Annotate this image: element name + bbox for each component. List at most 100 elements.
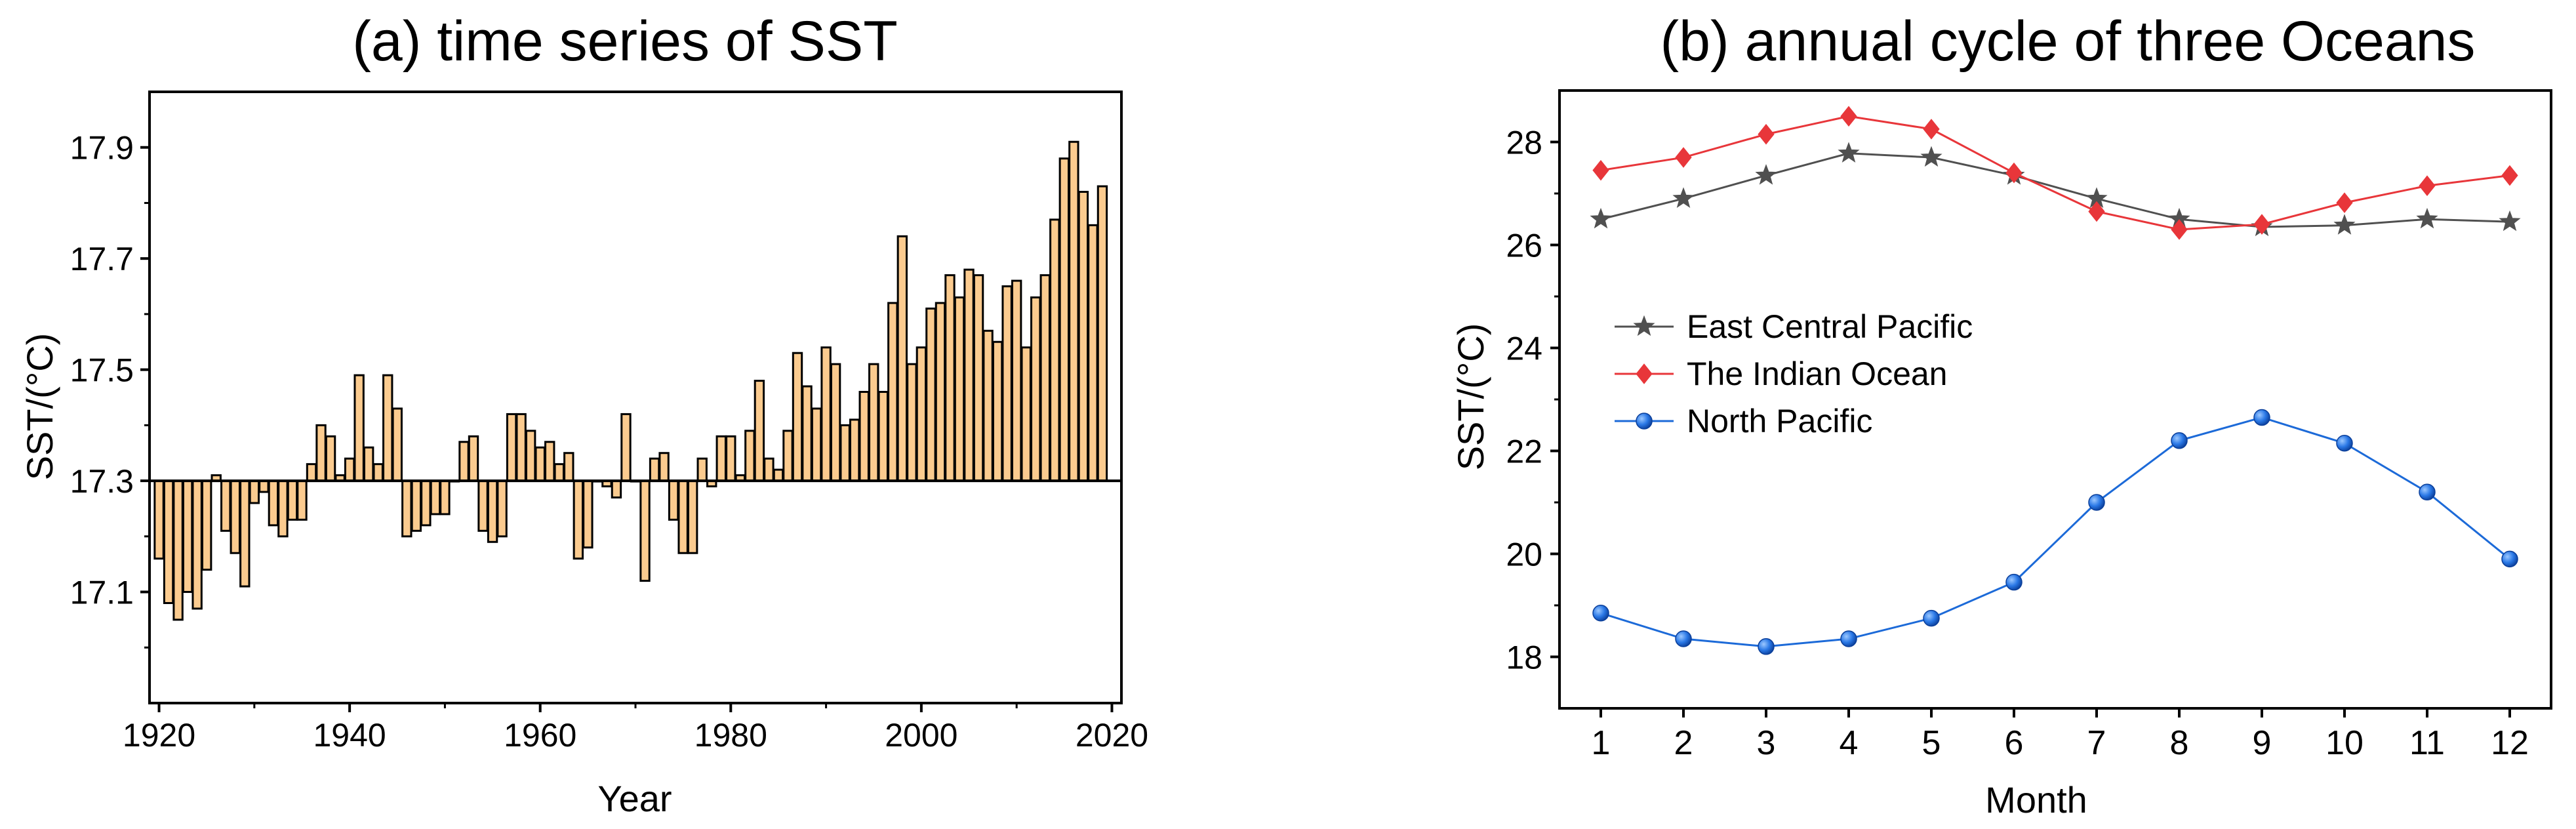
bar-1988 [801,385,813,482]
bar-1949 [430,479,441,516]
point-north-pacific-4 [1840,630,1857,647]
bar-1937 [315,424,327,482]
bar-2013 [1039,274,1051,482]
point-north-pacific-1 [1592,605,1609,622]
bar-1931 [258,479,270,493]
point-the-indian-ocean-12 [2501,165,2518,186]
y-tick-label-22: 22 [1506,434,1542,470]
chart-b-x-axis-label: Month [1985,779,2087,820]
y-tick-label-17.3: 17.3 [70,463,134,500]
point-the-indian-ocean-1 [1592,159,1609,181]
point-north-pacific-7 [2088,494,2105,511]
bar-1934 [287,479,298,521]
point-north-pacific-8 [2171,432,2188,449]
chart-a-x-axis-label: Year [597,778,672,819]
bar-1983 [754,380,765,482]
x-tick-label-9: 9 [2253,724,2272,762]
point-the-indian-ocean-2 [1675,147,1692,168]
bar-1991 [830,363,841,482]
bar-1960 [534,446,546,482]
bar-1964 [573,479,584,560]
chart-b-series [1590,106,2521,655]
x-tick-label-5: 5 [1922,724,1941,762]
bar-2003 [944,274,956,482]
x-tick-label-1: 1 [1592,724,1611,762]
bar-2016 [1068,140,1079,482]
bar-2008 [992,340,1003,482]
x-tick-label-12: 12 [2491,724,2529,762]
bar-1971 [639,479,651,582]
legend-label-north-pacific: North Pacific [1687,403,1872,439]
x-tick-label-7: 7 [2087,724,2106,762]
bar-1930 [249,479,260,504]
bar-2019 [1097,185,1108,482]
bar-1938 [325,435,336,482]
bar-1974 [668,479,679,521]
x-tick-label-8: 8 [2170,724,2189,762]
y-tick-label-17.1: 17.1 [70,575,134,611]
point-east-central-pacific-2 [1672,187,1695,208]
chart-b-y-axis: 18 20 22 24 26 28 [1506,125,1560,676]
bar-1990 [820,346,832,482]
bar-1936 [306,463,317,482]
bar-1995 [868,363,879,482]
point-north-pacific-2 [1675,630,1692,647]
chart-b-x-axis: 1 2 3 4 5 6 7 8 9 10 11 12 [1592,708,2529,762]
y-tick-label-17.7: 17.7 [70,241,134,277]
legend-marker-the-indian-ocean [1636,363,1653,384]
bar-1952 [458,441,470,482]
bar-2005 [963,268,975,482]
chart-b-title: (b) annual cycle of three Oceans [1660,10,2476,73]
bar-1992 [839,424,851,482]
bar-2001 [925,307,936,482]
bar-1925 [201,479,212,571]
point-north-pacific-3 [1758,638,1775,655]
bar-1993 [849,418,860,482]
point-north-pacific-5 [1923,609,1940,627]
bar-2014 [1049,218,1060,482]
y-tick-label-18: 18 [1506,639,1542,676]
y-tick-label-20: 20 [1506,536,1542,573]
bar-1929 [239,479,251,588]
bar-1955 [487,479,498,543]
bar-1998 [896,235,908,482]
point-the-indian-ocean-3 [1758,123,1775,145]
y-tick-label-17.5: 17.5 [70,352,134,389]
series-line-the-indian-ocean [1600,115,2510,231]
bar-1989 [811,407,822,482]
x-tick-label-2: 2 [1674,724,1693,762]
bar-1965 [582,479,594,549]
series-line-east-central-pacific [1600,152,2510,228]
bar-1962 [553,463,565,482]
bar-1922 [172,479,184,621]
bar-1954 [477,479,489,532]
bar-1980 [725,435,736,482]
point-north-pacific-12 [2501,550,2518,568]
bar-1969 [620,413,632,482]
bar-1946 [401,479,413,538]
x-tick-label-1980: 1980 [694,717,767,754]
y-tick-label-26: 26 [1506,228,1542,264]
bar-1921 [163,479,174,604]
legend-marker-north-pacific [1636,413,1653,430]
point-the-indian-ocean-4 [1840,106,1857,127]
bar-1982 [744,430,755,482]
bar-2012 [1030,296,1041,482]
series-line-north-pacific [1600,416,2510,648]
point-east-central-pacific-11 [2416,207,2438,229]
point-the-indian-ocean-5 [1923,119,1940,140]
point-north-pacific-9 [2253,409,2270,426]
chart-b-plot-frame [1558,89,2552,710]
point-east-central-pacific-4 [1838,142,1860,163]
legend-label-the-indian-ocean: The Indian Ocean [1687,355,1948,392]
bar-1950 [439,479,451,516]
x-tick-label-3: 3 [1757,724,1776,762]
bar-2009 [1001,285,1013,482]
panel-a-time-series: (a) time series of SST 1920 1940 1960 1980 2… [19,10,1148,819]
bar-2018 [1087,224,1098,482]
bar-1994 [858,391,870,482]
x-tick-label-1960: 1960 [504,717,576,754]
x-tick-label-2020: 2020 [1076,717,1148,754]
bar-1976 [687,479,698,554]
y-tick-label-17.9: 17.9 [70,130,134,167]
